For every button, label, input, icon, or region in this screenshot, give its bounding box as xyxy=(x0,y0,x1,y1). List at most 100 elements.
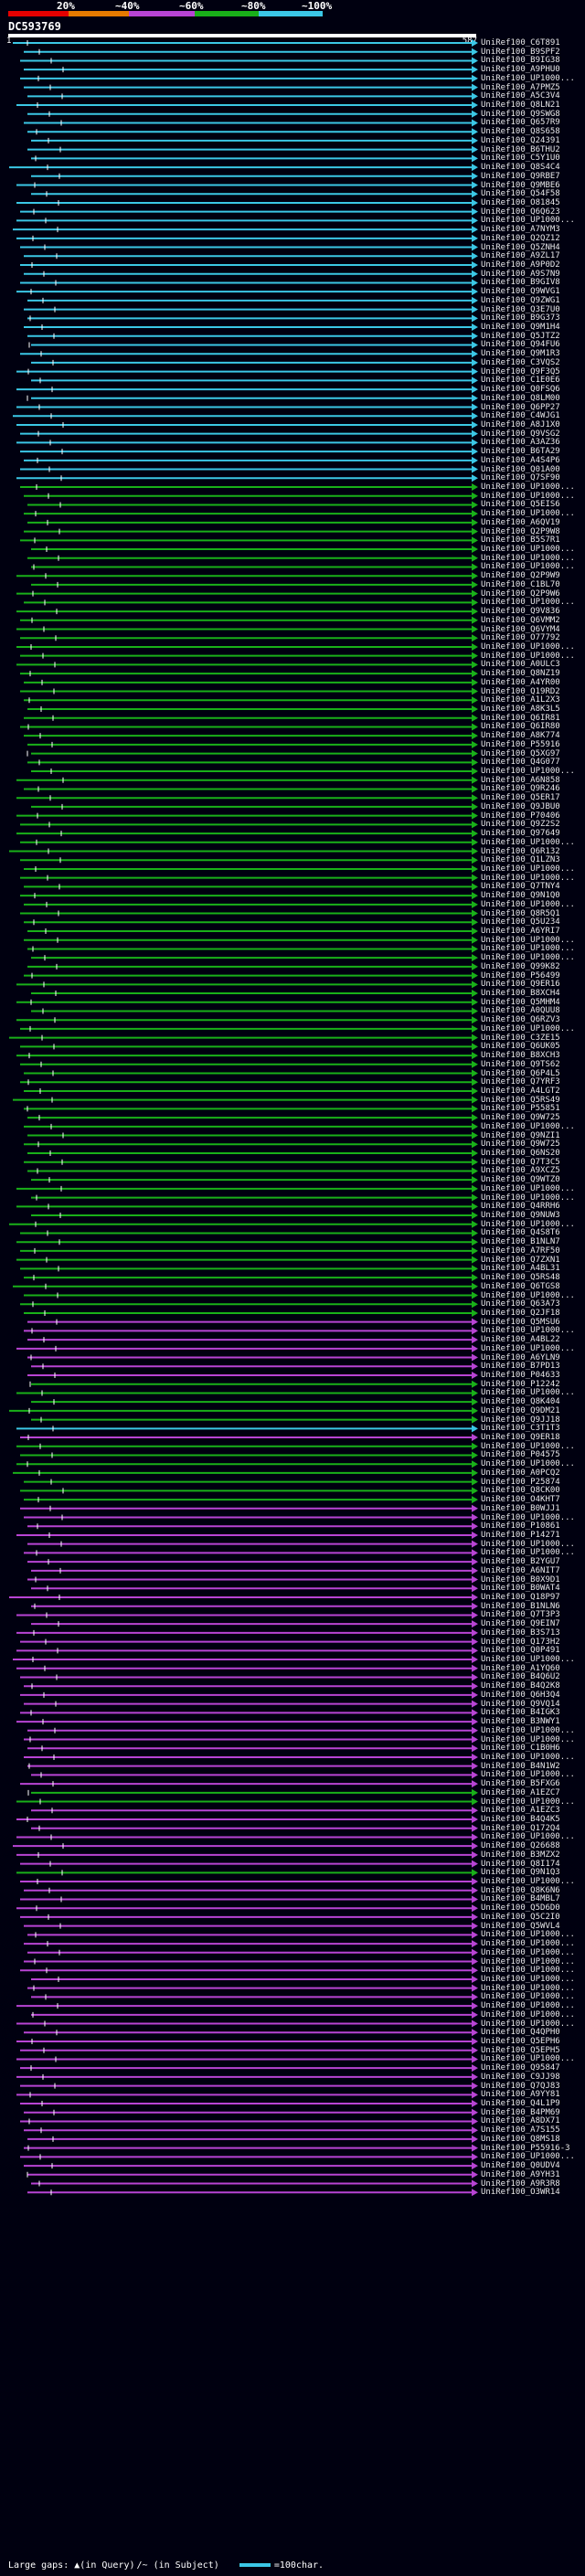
hit-label[interactable]: UniRef100_A4BL31 xyxy=(481,1264,560,1274)
hit-label[interactable]: UniRef100_Q9N1Q0 xyxy=(481,891,560,901)
hit-label[interactable]: UniRef100_UP1000... xyxy=(481,1539,575,1549)
hit-label[interactable]: UniRef100_UP1000... xyxy=(481,1930,575,1940)
hit-label[interactable]: UniRef100_A9R3R8 xyxy=(481,2178,560,2189)
hit-label[interactable]: UniRef100_A3AZ36 xyxy=(481,438,560,448)
hit-label[interactable]: UniRef100_UP1000... xyxy=(481,1725,575,1735)
hit-label[interactable]: UniRef100_Q9NZI1 xyxy=(481,1130,560,1140)
hit-label[interactable]: UniRef100_Q6IR81 xyxy=(481,713,560,723)
hit-label[interactable]: UniRef100_UP1000... xyxy=(481,1956,575,1966)
hit-label[interactable]: UniRef100_UP1000... xyxy=(481,1219,575,1229)
hit-label[interactable]: UniRef100_UP1000... xyxy=(481,1023,575,1034)
hit-label[interactable]: UniRef100_P55916-3 xyxy=(481,2143,570,2153)
hit-label[interactable]: UniRef100_Q657R9 xyxy=(481,118,560,128)
hit-label[interactable]: UniRef100_UP1000... xyxy=(481,545,575,555)
hit-label[interactable]: UniRef100_A6QV19 xyxy=(481,517,560,527)
hit-label[interactable]: UniRef100_O81845 xyxy=(481,197,560,207)
hit-label[interactable]: UniRef100_Q5XG97 xyxy=(481,748,560,758)
hit-label[interactable]: UniRef100_Q7SF90 xyxy=(481,473,560,483)
hit-label[interactable]: UniRef100_A7PMZ5 xyxy=(481,82,560,92)
hit-label[interactable]: UniRef100_UP1000... xyxy=(481,509,575,519)
hit-label[interactable]: UniRef100_B5S7R1 xyxy=(481,535,560,546)
hit-label[interactable]: UniRef100_UP1000... xyxy=(481,1877,575,1887)
hit-label[interactable]: UniRef100_Q2JF18 xyxy=(481,1308,560,1318)
hit-label[interactable]: UniRef100_Q9ZWG1 xyxy=(481,295,560,305)
hit-label[interactable]: UniRef100_B8XCH4 xyxy=(481,989,560,999)
hit-label[interactable]: UniRef100_UP1000... xyxy=(481,1548,575,1558)
hit-label[interactable]: UniRef100_B9G373 xyxy=(481,313,560,323)
hit-label[interactable]: UniRef100_A4YR00 xyxy=(481,677,560,687)
hit-label[interactable]: UniRef100_C4WJG1 xyxy=(481,411,560,421)
hit-label[interactable]: UniRef100_Q8NZ19 xyxy=(481,669,560,679)
hit-label[interactable]: UniRef100_UP1000... xyxy=(481,2009,575,2019)
hit-label[interactable]: UniRef100_Q6VYM4 xyxy=(481,624,560,634)
hit-label[interactable]: UniRef100_UP1000... xyxy=(481,1655,575,1665)
hit-label[interactable]: UniRef100_Q7YRF3 xyxy=(481,1077,560,1087)
hit-label[interactable]: UniRef100_UP1000... xyxy=(481,1966,575,1976)
hit-label[interactable]: UniRef100_UP1000... xyxy=(481,944,575,954)
hit-label[interactable]: UniRef100_B2YGU7 xyxy=(481,1557,560,1567)
hit-label[interactable]: UniRef100_UP1000... xyxy=(481,2054,575,2064)
hit-label[interactable]: UniRef100_Q9WVG1 xyxy=(481,287,560,297)
hit-label[interactable]: UniRef100_B4IGK3 xyxy=(481,1708,560,1718)
hit-label[interactable]: UniRef100_UP1000... xyxy=(481,767,575,777)
hit-label[interactable]: UniRef100_UP1000... xyxy=(481,1459,575,1469)
hit-label[interactable]: UniRef100_Q9RBE7 xyxy=(481,171,560,181)
hit-label[interactable]: UniRef100_C3T1T3 xyxy=(481,1424,560,1434)
hit-label[interactable]: UniRef100_Q5EPH6 xyxy=(481,2037,560,2046)
hit-label[interactable]: UniRef100_O4KHT7 xyxy=(481,1495,560,1505)
hit-label[interactable]: UniRef100_Q2QZ12 xyxy=(481,233,560,243)
hit-label[interactable]: UniRef100_Q0UDV4 xyxy=(481,2161,560,2171)
hit-label[interactable]: UniRef100_UP1000... xyxy=(481,1183,575,1193)
hit-label[interactable]: UniRef100_UP1000... xyxy=(481,935,575,945)
hit-label[interactable]: UniRef100_UP1000... xyxy=(481,1326,575,1336)
hit-label[interactable]: UniRef100_B5FXG6 xyxy=(481,1779,560,1789)
hit-label[interactable]: UniRef100_Q0P491 xyxy=(481,1646,560,1656)
hit-label[interactable]: UniRef100_Q2P9W9 xyxy=(481,571,560,581)
hit-label[interactable]: UniRef100_B7PD13 xyxy=(481,1362,560,1372)
hit-label[interactable]: UniRef100_UP1000... xyxy=(481,641,575,652)
hit-label[interactable]: UniRef100_UP1000... xyxy=(481,651,575,661)
hit-label[interactable]: UniRef100_UP1000... xyxy=(481,1770,575,1780)
hit-label[interactable]: UniRef100_C1B0H6 xyxy=(481,1744,560,1754)
hit-label[interactable]: UniRef100_P04575 xyxy=(481,1450,560,1460)
hit-label[interactable]: UniRef100_UP1000... xyxy=(481,1290,575,1300)
hit-label[interactable]: UniRef100_UP1000... xyxy=(481,2019,575,2029)
hit-label[interactable]: UniRef100_UP1000... xyxy=(481,1121,575,1131)
hit-label[interactable]: UniRef100_Q9Z2S2 xyxy=(481,820,560,830)
hit-label[interactable]: UniRef100_Q24391 xyxy=(481,135,560,145)
hit-label[interactable]: UniRef100_P12242 xyxy=(481,1379,560,1389)
hit-label[interactable]: UniRef100_Q9M1H4 xyxy=(481,323,560,333)
hit-label[interactable]: UniRef100_UP1000... xyxy=(481,1512,575,1522)
hit-label[interactable]: UniRef100_B4PM69 xyxy=(481,2107,560,2117)
hit-label[interactable]: UniRef100_UP1000... xyxy=(481,482,575,492)
hit-label[interactable]: UniRef100_Q5RS49 xyxy=(481,1095,560,1105)
hit-label[interactable]: UniRef100_UP1000... xyxy=(481,73,575,83)
hit-label[interactable]: UniRef100_Q6UK05 xyxy=(481,1042,560,1052)
hit-label[interactable]: UniRef100_Q8K6N6 xyxy=(481,1885,560,1895)
hit-label[interactable]: UniRef100_Q172Q4 xyxy=(481,1823,560,1833)
hit-label[interactable]: UniRef100_A9PHU0 xyxy=(481,65,560,75)
hit-label[interactable]: UniRef100_Q5WVL4 xyxy=(481,1921,560,1931)
hit-label[interactable]: UniRef100_B9IG38 xyxy=(481,56,560,66)
hit-label[interactable]: UniRef100_Q9ER16 xyxy=(481,980,560,990)
hit-label[interactable]: UniRef100_A9XCZ5 xyxy=(481,1166,560,1176)
hit-label[interactable]: UniRef100_A8K774 xyxy=(481,731,560,741)
hit-label[interactable]: UniRef100_Q9SWG8 xyxy=(481,109,560,119)
hit-label[interactable]: UniRef100_Q5EPH5 xyxy=(481,2045,560,2055)
hit-label[interactable]: UniRef100_Q9EIN7 xyxy=(481,1619,560,1629)
hit-label[interactable]: UniRef100_Q8I174 xyxy=(481,1859,560,1869)
hit-label[interactable]: UniRef100_Q5EIS6 xyxy=(481,500,560,510)
hit-label[interactable]: UniRef100_A9P0D2 xyxy=(481,260,560,270)
hit-label[interactable]: UniRef100_Q9NUW3 xyxy=(481,1211,560,1221)
hit-label[interactable]: UniRef100_Q4QPH0 xyxy=(481,2028,560,2038)
hit-label[interactable]: UniRef100_Q9MBE6 xyxy=(481,180,560,190)
hit-label[interactable]: UniRef100_B3NWY1 xyxy=(481,1717,560,1727)
hit-label[interactable]: UniRef100_B4N1W2 xyxy=(481,1761,560,1771)
hit-label[interactable]: UniRef100_A0ULC3 xyxy=(481,660,560,670)
hit-label[interactable]: UniRef100_UP1000... xyxy=(481,2152,575,2162)
hit-label[interactable]: UniRef100_Q7QJ83 xyxy=(481,2081,560,2091)
hit-label[interactable]: UniRef100_Q5D6D0 xyxy=(481,1903,560,1913)
hit-label[interactable]: UniRef100_Q2P9W6 xyxy=(481,588,560,599)
hit-label[interactable]: UniRef100_UP1000... xyxy=(481,216,575,226)
hit-label[interactable]: UniRef100_UP1000... xyxy=(481,953,575,963)
